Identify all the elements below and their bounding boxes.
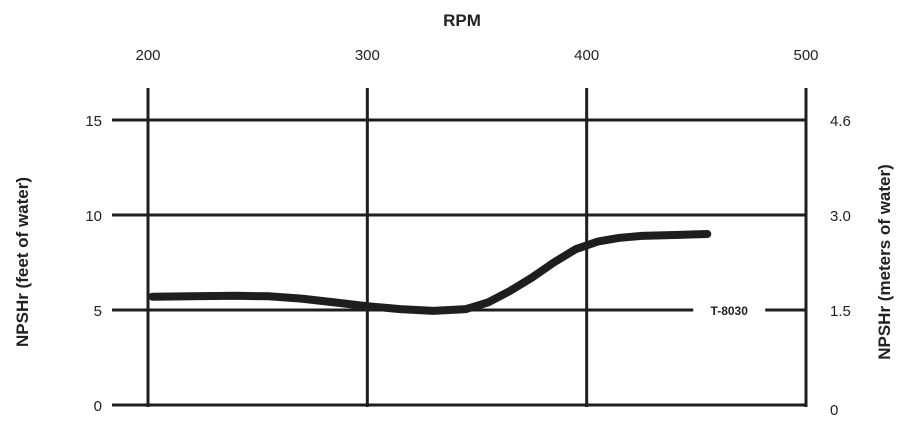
y-axis-title-left: NPSHr (feet of water) bbox=[13, 177, 32, 347]
y-axis-title-right: NPSHr (meters of water) bbox=[875, 164, 894, 360]
y-tick-label-right-0: 0 bbox=[830, 402, 838, 419]
y-tick-label-left-15: 15 bbox=[85, 113, 102, 130]
x-tick-label-300: 300 bbox=[355, 47, 380, 64]
y-tick-label-left-5: 5 bbox=[94, 303, 102, 320]
grid-layer bbox=[112, 88, 806, 407]
x-axis-title: RPM bbox=[443, 11, 481, 30]
series-layer bbox=[152, 234, 707, 311]
y-tick-label-right-4.6: 4.6 bbox=[830, 113, 851, 130]
series-line-0 bbox=[152, 234, 707, 311]
y-tick-label-right-3.0: 3.0 bbox=[830, 208, 851, 225]
y-tick-label-right-1.5: 1.5 bbox=[830, 303, 851, 320]
x-tick-label-200: 200 bbox=[135, 47, 160, 64]
y-tick-label-left-0: 0 bbox=[94, 398, 102, 415]
x-tick-label-500: 500 bbox=[793, 47, 818, 64]
annotation-label-t8030: T-8030 bbox=[711, 304, 749, 318]
y-tick-label-left-10: 10 bbox=[85, 208, 102, 225]
x-tick-label-400: 400 bbox=[574, 47, 599, 64]
